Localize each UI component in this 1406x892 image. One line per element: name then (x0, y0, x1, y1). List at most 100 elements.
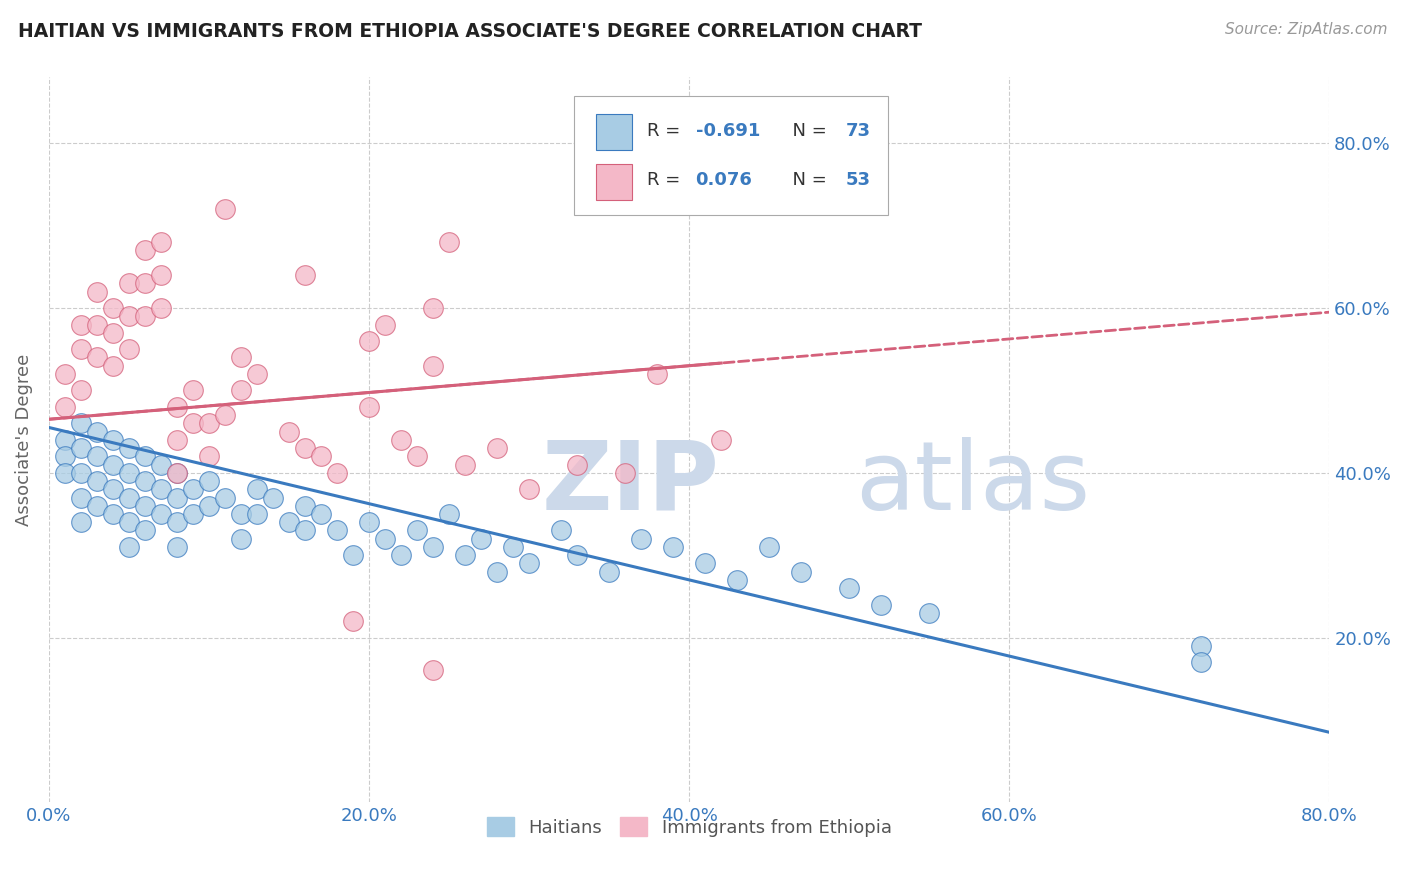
Point (118, 343, 141, 357)
Point (374, 532, 396, 546)
Point (294, 268, 316, 282)
Text: R =: R = (647, 171, 686, 189)
Point (374, 318, 396, 332)
Point (150, 507, 173, 521)
Text: N =: N = (782, 171, 832, 189)
Text: ZIP: ZIP (541, 437, 720, 530)
Text: Source: ZipAtlas.com: Source: ZipAtlas.com (1225, 22, 1388, 37)
Point (134, 244, 156, 258)
Point (790, 565, 813, 579)
Point (614, 466, 637, 480)
Point (422, 359, 444, 373)
Point (470, 532, 492, 546)
Point (166, 466, 188, 480)
Text: N =: N = (782, 121, 832, 140)
Point (86, 450, 108, 464)
Point (118, 310, 141, 324)
Point (101, 301, 124, 315)
Point (710, 433, 733, 447)
Point (118, 466, 141, 480)
Y-axis label: Associate's Degree: Associate's Degree (15, 354, 32, 526)
Point (517, 483, 540, 497)
Point (198, 499, 221, 513)
Point (229, 507, 252, 521)
Legend: Haitians, Immigrants from Ethiopia: Haitians, Immigrants from Ethiopia (479, 810, 898, 844)
Point (70, 417, 93, 431)
Point (630, 532, 652, 546)
Point (437, 507, 460, 521)
Point (53, 400, 76, 414)
Point (229, 384, 252, 398)
Point (357, 334, 380, 348)
Point (70, 318, 93, 332)
Point (101, 458, 124, 472)
Point (565, 458, 588, 472)
Point (437, 235, 460, 249)
Point (662, 540, 685, 554)
Point (1189, 639, 1212, 653)
Point (181, 483, 204, 497)
Point (486, 565, 509, 579)
Point (294, 441, 316, 455)
Point (309, 450, 332, 464)
Text: 0.076: 0.076 (696, 171, 752, 189)
Point (229, 351, 252, 365)
Point (198, 450, 221, 464)
Point (53, 367, 76, 381)
Point (150, 235, 173, 249)
Point (422, 664, 444, 678)
Point (246, 367, 269, 381)
Point (838, 581, 860, 595)
Point (725, 573, 748, 587)
Point (86, 499, 108, 513)
Point (134, 310, 156, 324)
Point (294, 524, 316, 538)
Text: 53: 53 (845, 171, 870, 189)
Point (53, 450, 76, 464)
Point (309, 507, 332, 521)
Text: HAITIAN VS IMMIGRANTS FROM ETHIOPIA ASSOCIATE'S DEGREE CORRELATION CHART: HAITIAN VS IMMIGRANTS FROM ETHIOPIA ASSO… (18, 22, 922, 41)
Point (454, 458, 477, 472)
Point (278, 425, 301, 439)
Point (53, 466, 76, 480)
Point (406, 524, 429, 538)
Bar (596, 164, 631, 201)
Point (357, 400, 380, 414)
Point (630, 103, 652, 118)
Point (517, 557, 540, 571)
Point (326, 466, 349, 480)
Point (150, 268, 173, 282)
Point (181, 417, 204, 431)
Point (86, 474, 108, 488)
Point (118, 540, 141, 554)
Text: 73: 73 (845, 121, 870, 140)
Point (357, 515, 380, 529)
Point (389, 548, 412, 562)
Point (134, 499, 156, 513)
Point (118, 515, 141, 529)
Point (1189, 655, 1212, 669)
Point (118, 441, 141, 455)
Point (198, 417, 221, 431)
Point (101, 326, 124, 340)
Point (278, 515, 301, 529)
Point (326, 524, 349, 538)
Point (166, 540, 188, 554)
Point (229, 532, 252, 546)
Point (134, 450, 156, 464)
Point (198, 474, 221, 488)
Point (101, 507, 124, 521)
Point (53, 433, 76, 447)
Point (181, 384, 204, 398)
Point (294, 499, 316, 513)
Point (406, 450, 429, 464)
Point (422, 540, 444, 554)
Point (166, 515, 188, 529)
Point (134, 277, 156, 291)
Text: R =: R = (647, 121, 686, 140)
Point (101, 483, 124, 497)
Point (166, 400, 188, 414)
Point (598, 565, 620, 579)
Point (422, 301, 444, 315)
Point (246, 483, 269, 497)
